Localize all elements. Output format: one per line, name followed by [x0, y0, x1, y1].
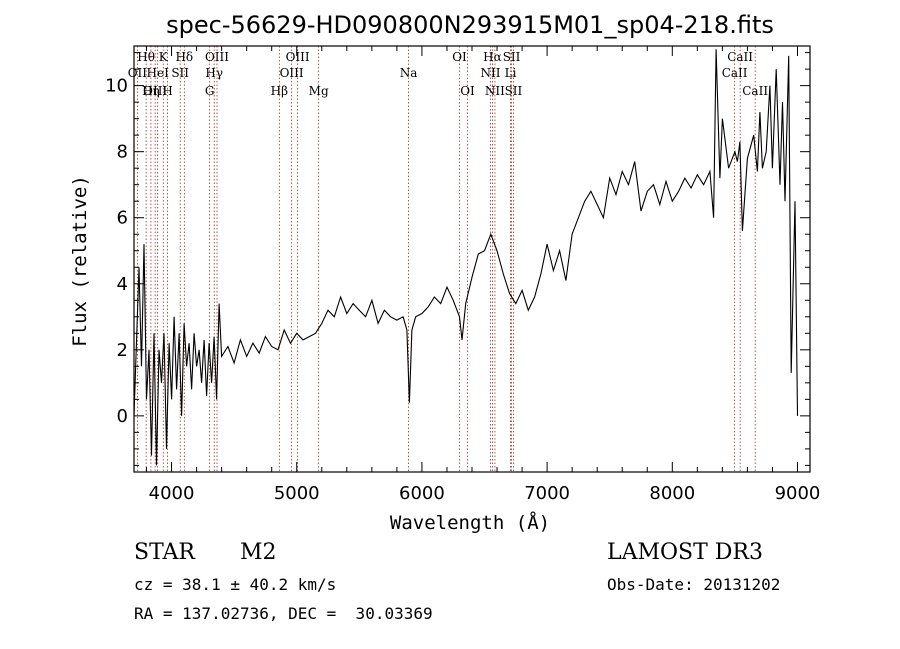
spectral-line-label: NII	[485, 84, 505, 98]
spectral-line-label: OI	[452, 50, 467, 64]
spectral-line-label: OIII	[143, 84, 167, 98]
survey-name: LAMOST DR3	[607, 540, 763, 565]
spectral-line-label: CaII	[727, 50, 753, 64]
spectral-line-label: NII	[481, 66, 501, 80]
plot-frame	[133, 45, 811, 473]
observation-date: Obs-Date: 20131202	[607, 575, 781, 594]
spectral-line-label: Mg	[309, 84, 329, 98]
spectral-line-label: HeI	[147, 66, 170, 80]
redshift-readout: cz = 38.1 ± 40.2 km/s	[134, 575, 337, 594]
x-tick-label: 4000	[149, 483, 195, 504]
spectral-line-label: SII	[505, 84, 523, 98]
x-tick-label: 5000	[274, 483, 320, 504]
y-tick-label: 4	[117, 274, 128, 295]
spectral-line-label: Hθ	[137, 50, 155, 64]
spectral-line-label: SII	[503, 50, 521, 64]
spectral-line-label: G	[205, 84, 215, 98]
object-subclass: M2	[240, 540, 277, 565]
x-tick-label: 8000	[649, 483, 695, 504]
object-type: STAR	[134, 540, 195, 565]
spectral-line-label: OI	[460, 84, 475, 98]
chart-title: spec-56629-HD090800N293915M01_sp04-218.f…	[166, 11, 774, 39]
spectral-line-label: OIII	[280, 66, 304, 80]
spectral-line-label: OIII	[286, 50, 310, 64]
spectral-line-label: Hβ	[271, 84, 288, 98]
spectral-line-label: CaII	[742, 84, 768, 98]
y-tick-label: 6	[117, 208, 128, 229]
spectral-line-label: Hδ	[175, 50, 193, 64]
spectrum-series-line	[133, 49, 799, 466]
y-tick-label: 8	[117, 142, 128, 163]
spectral-line-label: SII	[171, 66, 189, 80]
y-tick-label: 2	[117, 340, 128, 361]
spectral-line-label: Na	[400, 66, 418, 80]
spectral-line-label: Hγ	[205, 66, 223, 80]
x-axis-ticks: 4000 5000 6000 7000 8000 9000	[146, 46, 821, 504]
x-tick-label: 9000	[775, 483, 821, 504]
spectral-line-label: CaII	[722, 66, 748, 80]
spectral-line-label: Li	[505, 66, 517, 80]
x-tick-label: 6000	[399, 483, 445, 504]
x-tick-label: 7000	[524, 483, 570, 504]
y-axis-label: Flux (relative)	[69, 175, 91, 347]
y-axis-ticks: 0 2 4 6 8 10	[105, 52, 810, 466]
spectral-line-label: K	[159, 50, 169, 64]
y-tick-label: 0	[117, 406, 128, 427]
spectral-line-label: Hη	[142, 84, 160, 98]
spectral-line-label: H	[162, 84, 172, 98]
spectral-line-markers	[136, 46, 756, 472]
spectral-line-label: Hα	[483, 50, 502, 64]
y-tick-label: 10	[105, 76, 128, 97]
x-axis-label: Wavelength (Å)	[390, 511, 550, 534]
spectral-line-label: OII	[128, 66, 148, 80]
coordinates-readout: RA = 137.02736, DEC = 30.03369	[134, 604, 433, 623]
spectral-line-label: OIII	[205, 50, 229, 64]
